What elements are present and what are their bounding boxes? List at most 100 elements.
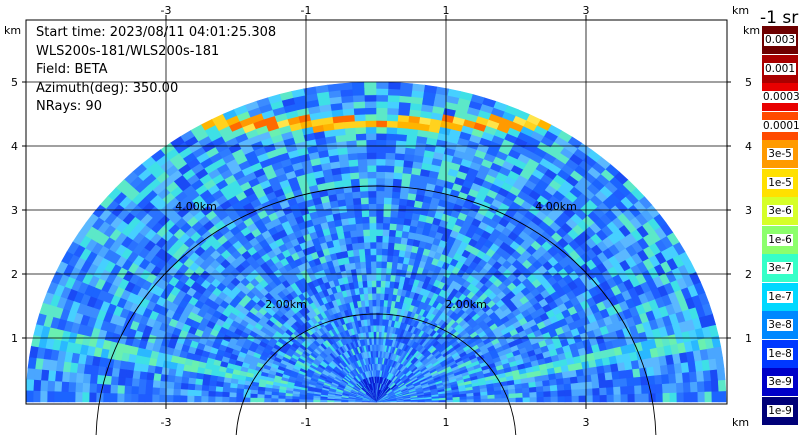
nrays-value: NRays: 90 bbox=[36, 99, 102, 114]
range-gate bbox=[375, 299, 381, 307]
range-gate bbox=[378, 312, 384, 320]
range-gate bbox=[386, 254, 394, 263]
range-gate bbox=[578, 388, 587, 396]
axis-unit-label: km bbox=[4, 24, 21, 37]
range-gate bbox=[661, 382, 671, 394]
azimuth-value: Azimuth(deg): 350.00 bbox=[36, 80, 179, 96]
range-gate bbox=[263, 394, 272, 399]
range-gate bbox=[375, 260, 382, 269]
range-gate bbox=[81, 392, 90, 403]
range-gate bbox=[29, 346, 39, 359]
range-gate bbox=[364, 113, 377, 121]
range-gate bbox=[375, 254, 382, 262]
range-gate bbox=[172, 388, 181, 397]
range-gate bbox=[165, 388, 174, 396]
range-gate bbox=[138, 371, 148, 381]
range-gate bbox=[375, 222, 384, 230]
range-gate bbox=[391, 261, 398, 270]
range-gate bbox=[597, 372, 607, 381]
range-gate bbox=[480, 398, 489, 403]
range-gate bbox=[347, 400, 356, 403]
range-gate bbox=[380, 273, 387, 282]
colorbar-label: 3e-9 bbox=[767, 376, 793, 388]
range-gate bbox=[256, 397, 265, 403]
range-gate bbox=[364, 120, 377, 128]
range-gate bbox=[138, 378, 147, 388]
axis-unit-label: km bbox=[743, 24, 760, 37]
range-gate bbox=[47, 370, 57, 382]
range-gate bbox=[326, 83, 341, 92]
range-gate bbox=[375, 107, 388, 115]
range-gate bbox=[563, 382, 572, 391]
range-gate bbox=[344, 133, 357, 142]
range-gate bbox=[270, 398, 279, 403]
range-gate bbox=[557, 395, 566, 403]
range-gate bbox=[384, 158, 395, 167]
range-gate bbox=[375, 318, 380, 326]
range-gate bbox=[375, 100, 388, 109]
range-gate bbox=[555, 377, 565, 385]
range-gate bbox=[351, 190, 361, 199]
range-gate bbox=[361, 209, 370, 218]
x-tick-label-bottom: 1 bbox=[443, 416, 450, 429]
colorbar-segment: 0.003 bbox=[762, 26, 798, 54]
range-gate bbox=[641, 392, 650, 403]
colorbar-label: 1e-6 bbox=[767, 233, 793, 246]
range-gate bbox=[340, 172, 351, 181]
range-gate bbox=[585, 387, 594, 396]
range-gate bbox=[370, 260, 377, 269]
range-gate bbox=[366, 280, 372, 288]
range-gate bbox=[369, 241, 377, 249]
range-gate bbox=[187, 377, 197, 385]
range-gate bbox=[159, 374, 169, 383]
range-gate bbox=[144, 386, 153, 396]
range-gate bbox=[599, 394, 608, 403]
range-gate bbox=[180, 376, 190, 385]
range-gate bbox=[346, 146, 358, 155]
range-gate bbox=[194, 384, 203, 392]
range-gate bbox=[355, 229, 364, 237]
range-gate bbox=[718, 390, 727, 403]
range-ring-label: 4.00km bbox=[175, 200, 217, 213]
range-gate bbox=[391, 184, 402, 193]
range-gate bbox=[655, 392, 664, 403]
range-gate bbox=[110, 376, 119, 386]
colorbar-segment: 3e-6 bbox=[762, 197, 798, 225]
range-gate bbox=[363, 94, 377, 102]
colorbar-label: 1e-5 bbox=[767, 176, 793, 189]
range-gate bbox=[368, 222, 377, 230]
range-gate bbox=[382, 222, 391, 230]
range-gate bbox=[46, 391, 55, 403]
backscatter-field bbox=[26, 20, 727, 404]
range-gate bbox=[144, 394, 153, 403]
x-tick-label-bottom: -3 bbox=[161, 416, 172, 429]
range-gate bbox=[173, 382, 182, 390]
range-gate bbox=[358, 177, 369, 186]
x-tick-label-top: 1 bbox=[443, 4, 450, 17]
colorbar-segment: 3e-5 bbox=[762, 140, 798, 168]
range-gate bbox=[365, 267, 372, 275]
range-gate bbox=[354, 126, 367, 135]
range-gate bbox=[361, 216, 370, 224]
range-gate bbox=[494, 397, 503, 403]
range-gate bbox=[379, 299, 385, 307]
range-gate bbox=[385, 139, 397, 147]
range-gate bbox=[536, 390, 545, 398]
instrument-name: WLS200s-181/WLS200s-181 bbox=[36, 43, 220, 59]
range-gate bbox=[363, 241, 371, 250]
range-gate bbox=[381, 254, 388, 262]
range-gate bbox=[365, 139, 377, 147]
range-gate bbox=[696, 380, 706, 393]
range-gate bbox=[355, 133, 367, 141]
range-gate bbox=[375, 94, 389, 102]
range-gate bbox=[411, 83, 426, 92]
range-gate bbox=[399, 191, 409, 200]
range-gate bbox=[662, 392, 671, 403]
range-gate bbox=[382, 228, 390, 237]
y-tick-label-right: 5 bbox=[745, 76, 752, 89]
range-gate bbox=[371, 299, 377, 307]
range-gate bbox=[46, 380, 56, 393]
range-gate bbox=[249, 393, 258, 399]
y-tick-label-right: 1 bbox=[745, 332, 752, 345]
